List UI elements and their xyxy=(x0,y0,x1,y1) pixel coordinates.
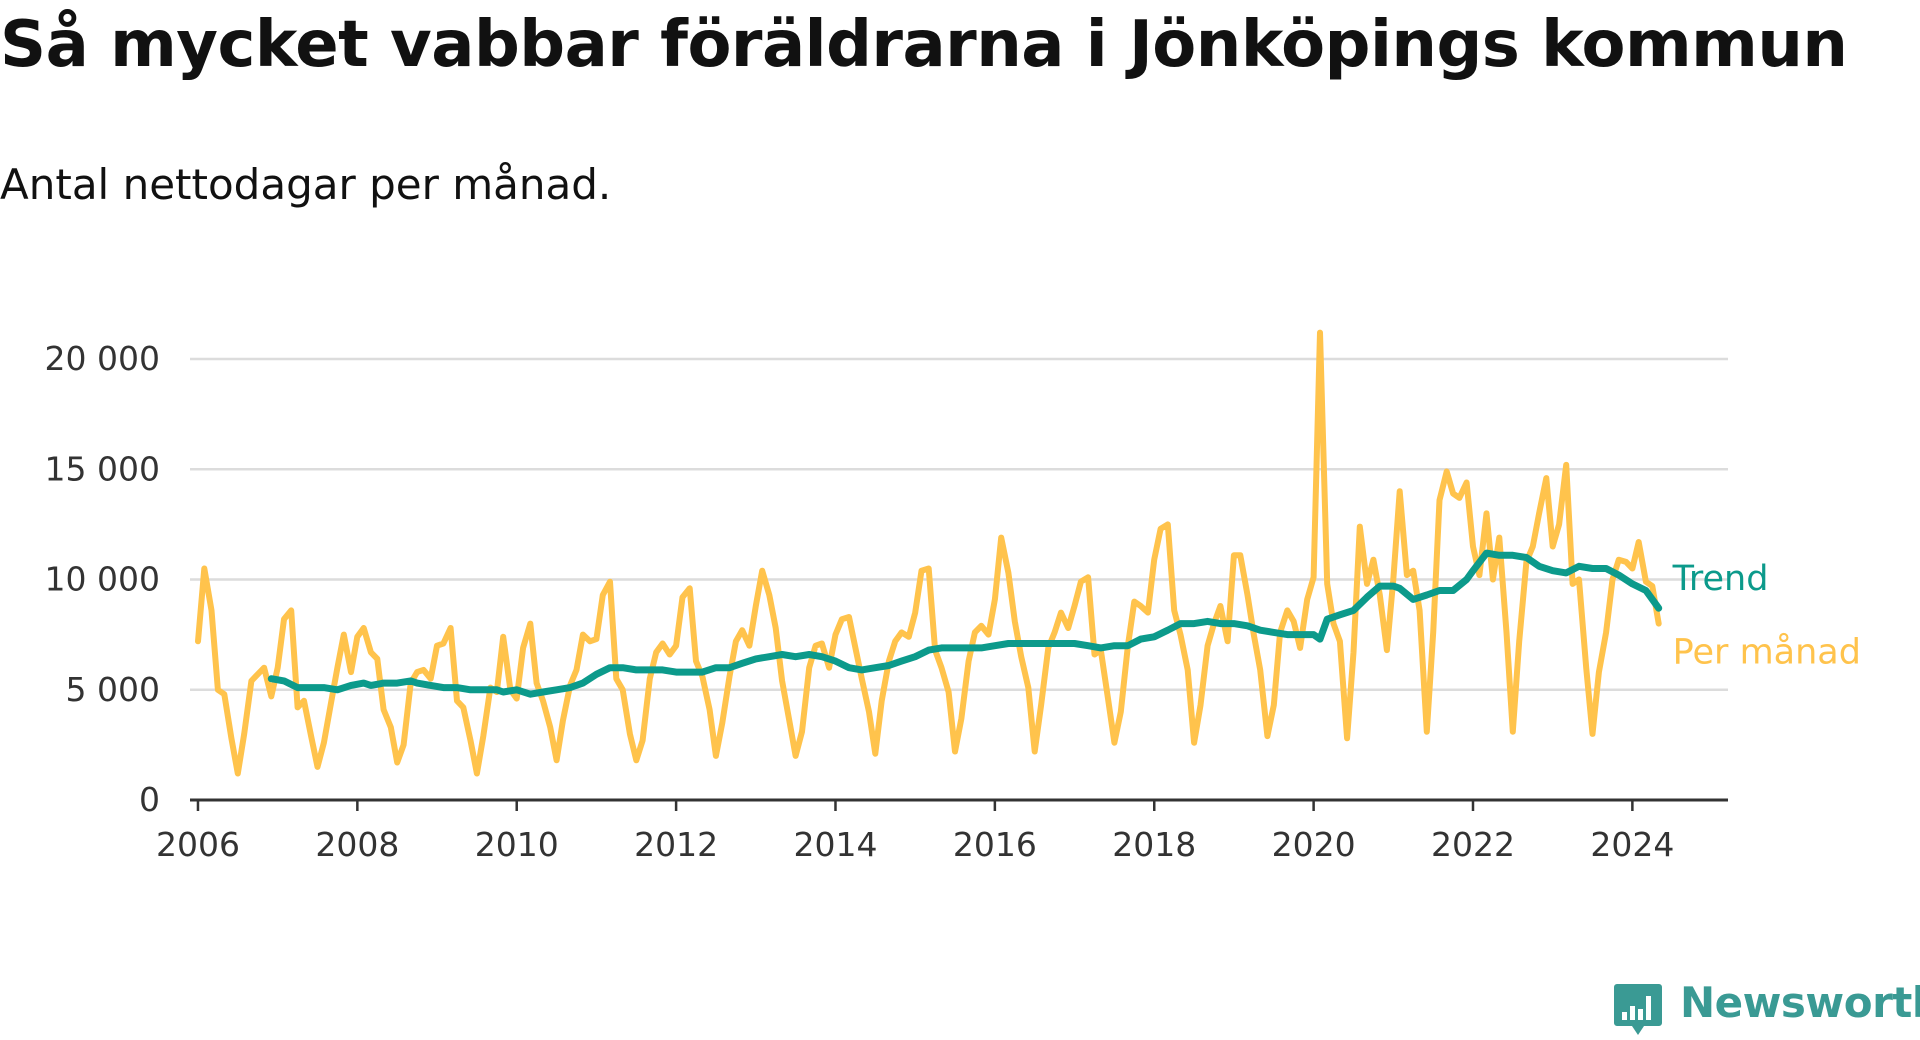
bar-4 xyxy=(1646,996,1651,1020)
bar-2 xyxy=(1630,1006,1635,1020)
monthly-label: Per månad xyxy=(1673,632,1861,673)
chart-subtitle: Antal nettodagar per månad. xyxy=(0,160,612,209)
y-axis: 0 5 000 10 000 15 000 20 000 xyxy=(45,339,160,819)
gridlines xyxy=(190,357,1728,692)
series-labels: Per månad Trend xyxy=(1672,559,1861,672)
brand-name: Newsworthy xyxy=(1680,978,1920,1027)
x-tick-label: 2018 xyxy=(1112,825,1196,864)
series-lines xyxy=(195,329,1663,777)
x-tick-label: 2010 xyxy=(475,825,559,864)
x-tick-label: 2006 xyxy=(156,825,240,864)
bar-chart-speech-bubble-icon xyxy=(1614,984,1662,1035)
monthly-line xyxy=(195,329,1662,777)
y-tick-label: 0 xyxy=(139,780,160,819)
bar-1 xyxy=(1622,1012,1627,1020)
trend-line xyxy=(267,549,1663,698)
x-tick-label: 2016 xyxy=(953,825,1037,864)
y-tick-label: 10 000 xyxy=(45,560,160,599)
x-tick-label: 2024 xyxy=(1590,825,1674,864)
newsworthy-brand[interactable]: Newsworthy xyxy=(1614,976,1920,1036)
y-tick-label: 15 000 xyxy=(45,449,160,488)
x-axis: 2006 2008 2010 2012 2014 2016 2018 2020 2022 2024 xyxy=(156,798,1728,864)
y-tick-label: 5 000 xyxy=(66,670,160,709)
x-tick-label: 2022 xyxy=(1431,825,1515,864)
y-tick-label: 20 000 xyxy=(45,339,160,378)
x-tick-label: 2020 xyxy=(1272,825,1356,864)
x-tick-label: 2012 xyxy=(634,825,718,864)
x-tick-label: 2014 xyxy=(793,825,877,864)
bar-3 xyxy=(1638,1009,1643,1020)
chart-title: Så mycket vabbar föräldrarna i Jönköping… xyxy=(0,8,1848,82)
x-tick-label: 2008 xyxy=(315,825,399,864)
trend-label: Trend xyxy=(1672,559,1769,599)
